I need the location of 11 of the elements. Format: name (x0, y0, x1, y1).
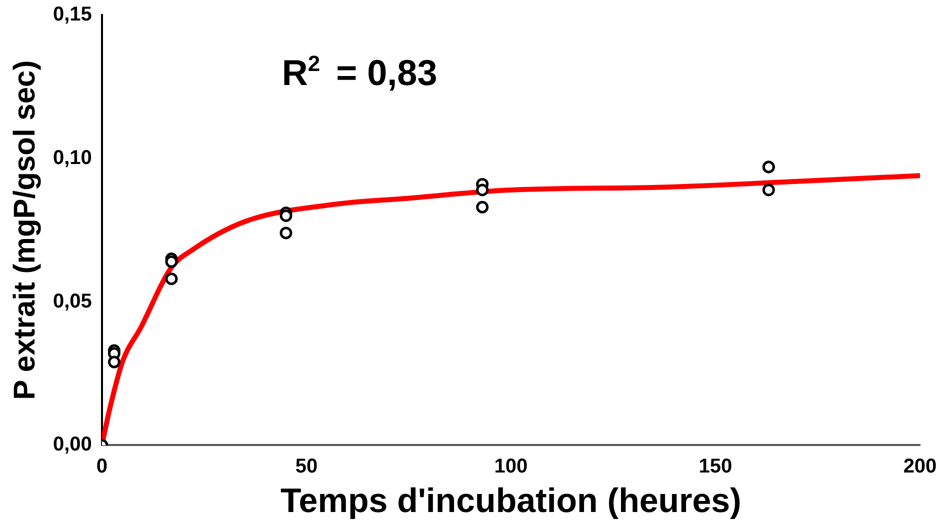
x-axis-title: Temps d'incubation (heures) (280, 482, 742, 520)
x-tick-label: 200 (903, 456, 937, 478)
y-tick-label: 0,15 (52, 4, 92, 26)
y-tick-label: 0,10 (52, 146, 92, 169)
x-tick-label: 150 (698, 456, 732, 478)
x-tick-label: 100 (494, 456, 528, 478)
y-tick-label: 0,00 (52, 434, 92, 456)
x-tick-label: 0 (96, 456, 108, 478)
y-axis-title: P extrait (mgP/gsol sec) (8, 60, 42, 400)
y-tick-label: 0,05 (52, 290, 92, 312)
x-tick-label: 50 (295, 456, 318, 478)
